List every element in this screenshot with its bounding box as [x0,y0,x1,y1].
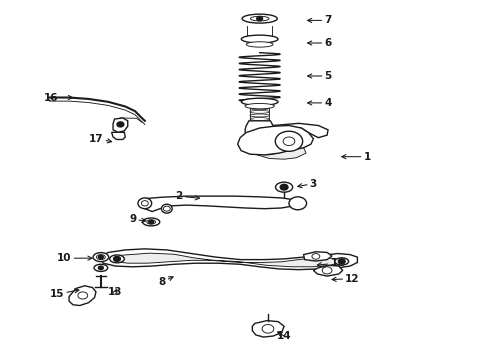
Text: 17: 17 [89,134,112,144]
Polygon shape [238,126,314,155]
Text: 9: 9 [129,215,146,224]
Ellipse shape [250,16,269,21]
Circle shape [322,267,332,274]
Ellipse shape [94,264,108,271]
Polygon shape [101,249,357,270]
Ellipse shape [245,103,274,109]
Text: 15: 15 [49,289,79,299]
Ellipse shape [242,14,277,23]
Circle shape [283,137,295,145]
Text: 14: 14 [277,331,292,341]
Ellipse shape [138,198,152,209]
Circle shape [312,253,320,259]
Polygon shape [245,121,274,138]
Text: 1: 1 [342,152,371,162]
Circle shape [117,122,124,127]
Circle shape [78,292,88,299]
Polygon shape [143,196,299,212]
Ellipse shape [250,111,270,113]
Circle shape [114,256,121,261]
Circle shape [275,131,303,151]
Circle shape [257,17,263,21]
Polygon shape [304,252,332,261]
Circle shape [98,255,103,259]
Ellipse shape [110,255,124,263]
Text: 2: 2 [175,191,199,201]
Text: 7: 7 [308,15,332,26]
Text: 5: 5 [308,71,332,81]
Text: 13: 13 [108,287,123,297]
Text: 4: 4 [308,98,332,108]
Ellipse shape [242,35,278,43]
Circle shape [262,324,274,333]
Ellipse shape [97,255,105,260]
Polygon shape [113,118,128,132]
Polygon shape [252,320,284,337]
Circle shape [149,220,154,224]
Ellipse shape [250,114,270,117]
Polygon shape [114,253,339,267]
Polygon shape [255,148,306,159]
Circle shape [163,206,170,211]
Circle shape [338,259,345,264]
Circle shape [289,197,307,210]
Ellipse shape [143,218,160,226]
Ellipse shape [242,98,278,105]
Polygon shape [112,132,125,139]
Ellipse shape [250,107,270,110]
Ellipse shape [246,42,273,47]
Ellipse shape [147,220,156,224]
Text: 11: 11 [318,258,345,268]
Polygon shape [255,123,328,138]
Text: 16: 16 [44,93,73,103]
Polygon shape [314,265,343,276]
Ellipse shape [93,253,109,262]
Ellipse shape [250,118,270,121]
Circle shape [98,266,103,270]
Text: 12: 12 [332,274,360,284]
Polygon shape [181,198,279,206]
Text: 6: 6 [308,38,332,48]
Text: 8: 8 [158,277,173,287]
Ellipse shape [275,182,293,192]
Polygon shape [69,286,96,306]
Ellipse shape [335,258,348,265]
Text: 10: 10 [57,253,92,263]
Ellipse shape [161,204,172,213]
Ellipse shape [142,201,148,206]
Text: 3: 3 [298,179,317,189]
Circle shape [280,184,288,190]
